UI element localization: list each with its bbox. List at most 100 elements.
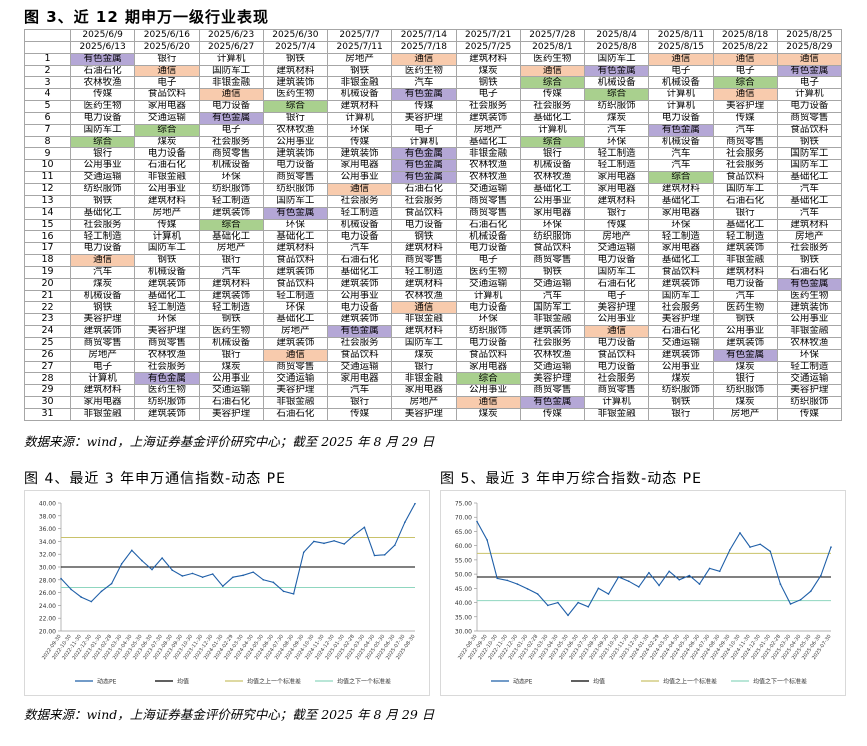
industry-cell: 钢铁 [262,52,329,66]
industry-cell: 公用事业 [326,289,393,303]
pe-data-point [759,543,761,546]
industry-cell: 社会服务 [519,336,586,350]
industry-cell: 钢铁 [391,230,457,244]
industry-cell: 医药生物 [391,64,457,78]
y-tick-label: 30.00 [455,629,472,636]
industry-cell: 食品饮料 [262,277,329,291]
industry-cell: 电力设备 [69,111,136,125]
industry-cell: 电力设备 [712,277,778,291]
industry-cell: 房地产 [134,206,200,220]
pe-data-point [516,583,519,585]
industry-cell: 有色金属 [262,206,329,220]
table-row: 20 煤炭 建筑装饰 建筑材料 食品饮料 建筑装饰 建筑材料 交通运输 交通运输 石油石化 建筑装饰… [24,277,843,291]
figure-5-svg: 30.00 35.00 40.00 45.00 50.00 55.00 60.00 65.00… [455,501,833,686]
rank-number: 19 [24,265,71,279]
industry-cell: 农林牧渔 [134,348,200,362]
industry-cell: 建筑装饰 [455,111,521,125]
industry-cell: 纺织服饰 [519,230,586,244]
industry-cell: 轻工制造 [583,159,650,173]
industry-cell: 计算机 [455,289,521,303]
industry-cell: 机械设备 [326,218,393,232]
industry-cell: 交通运输 [455,277,521,291]
industry-cell: 建筑材料 [455,52,521,66]
y-tick-label: 36.00 [39,526,56,533]
pe-data-point [678,579,681,581]
y-tick-label: 26.00 [39,590,56,597]
industry-cell: 综合 [262,100,329,113]
y-tick-label: 35.00 [455,614,472,621]
industry-cell: 建筑材料 [391,242,457,256]
industry-cell: 交通运输 [583,242,650,256]
rank-header-blank [24,29,71,42]
industry-cell: 家用电器 [134,100,200,113]
industry-cell: 银行 [712,206,778,220]
industry-cell: 家用电器 [648,206,714,220]
industry-cell: 轻工制造 [198,301,264,315]
industry-cell: 有色金属 [391,147,457,161]
pe-data-point [638,586,640,588]
industry-cell: 钢铁 [134,254,200,267]
table-row: 24 建筑装饰 美容护理 医药生物 房地产 有色金属 建筑材料 纺织服饰 建筑装饰 通信 石油石化公… [24,325,843,338]
industry-cell: 环保 [583,135,650,149]
pe-data-point [779,583,782,585]
period-start-header: 2025/7/14 [391,29,457,42]
rank-number: 2 [24,64,71,78]
industry-cell: 电力设备 [583,254,650,267]
table-row: 21 机械设备 基础化工 建筑装饰 轻工制造 公用事业 农林牧渔 计算机 汽车 电子 国防军工 汽车医… [24,289,843,303]
industry-cell: 银行 [519,147,586,161]
industry-cell: 银行 [712,372,778,386]
period-start-header: 2025/8/4 [583,29,650,42]
industry-cell: 房地产 [455,123,521,137]
pe-data-point [739,532,741,534]
pe-data-point [252,571,254,573]
industry-cell: 石油石化 [648,325,714,338]
industry-cell: 环保 [262,218,329,232]
industry-cell: 非银金融 [391,372,457,386]
industry-cell: 家用电器 [583,182,650,196]
industry-cell: 电力设备 [776,100,843,113]
industry-cell: 国防军工 [134,242,200,256]
industry-cell: 建筑材料 [391,325,457,338]
industry-cell: 建筑装饰 [262,336,329,350]
period-end-header: 2025/7/11 [326,40,393,54]
rank-number: 26 [24,348,71,362]
industry-cell: 机械设备 [648,135,714,149]
industry-cell: 电子 [198,123,264,137]
industry-ranking-table: 2025/6/9 2025/6/16 2025/6/23 2025/6/30 2025/… [24,29,843,421]
table-row: 27 电子 社会服务 煤炭 商贸零售 交通运输 银行 家用电器 交通运输 电力设备 公用事业 煤炭 轻工… [24,360,843,374]
industry-cell: 电力设备 [455,301,521,315]
industry-cell: 公用事业 [69,159,136,173]
industry-cell: 煤炭 [583,111,650,125]
industry-cell: 美容护理 [198,408,264,421]
industry-cell: 电子 [455,254,521,267]
rank-number: 21 [24,289,71,303]
industry-cell: 社会服务 [519,100,586,113]
pe-data-point [191,572,194,575]
pe-data-point [587,606,590,608]
pe-data-point [232,576,234,579]
industry-cell: 国防军工 [583,52,650,66]
industry-cell: 煤炭 [455,64,521,78]
figure-4-svg: 20.00 22.00 24.00 26.00 28.00 30.00 32.00 34.00… [39,501,417,686]
industry-cell: 非银金融 [455,147,521,161]
pe-data-point [323,542,325,545]
pe-data-point [100,590,103,593]
table-row: 7 国防军工 综合 电子 农林牧渔 环保 电子 房地产 计算机 汽车 有色金属 汽车 食品饮料 [24,123,843,137]
industry-cell: 通信 [712,88,778,102]
industry-cell: 轻工制造 [262,289,329,303]
industry-cell: 计算机 [198,52,264,66]
period-start-header: 2025/7/28 [519,29,586,42]
industry-cell: 综合 [198,218,264,232]
industry-cell: 非银金融 [326,76,393,90]
industry-cell: 电力设备 [391,218,457,232]
table-row: 19 汽车 机械设备 汽车 建筑装饰 基础化工 轻工制造 医药生物 钢铁 国防军工 食品饮料 建筑材料… [24,265,843,279]
industry-cell: 汽车 [776,182,843,196]
industry-cell: 医药生物 [455,265,521,279]
industry-cell: 电力设备 [198,100,264,113]
industry-cell: 非银金融 [519,313,586,327]
industry-cell: 建筑装饰 [198,289,264,303]
industry-cell: 建筑材料 [134,194,200,208]
industry-cell: 环保 [326,123,393,137]
industry-cell: 汽车 [198,265,264,279]
industry-cell: 纺织服饰 [262,182,329,196]
